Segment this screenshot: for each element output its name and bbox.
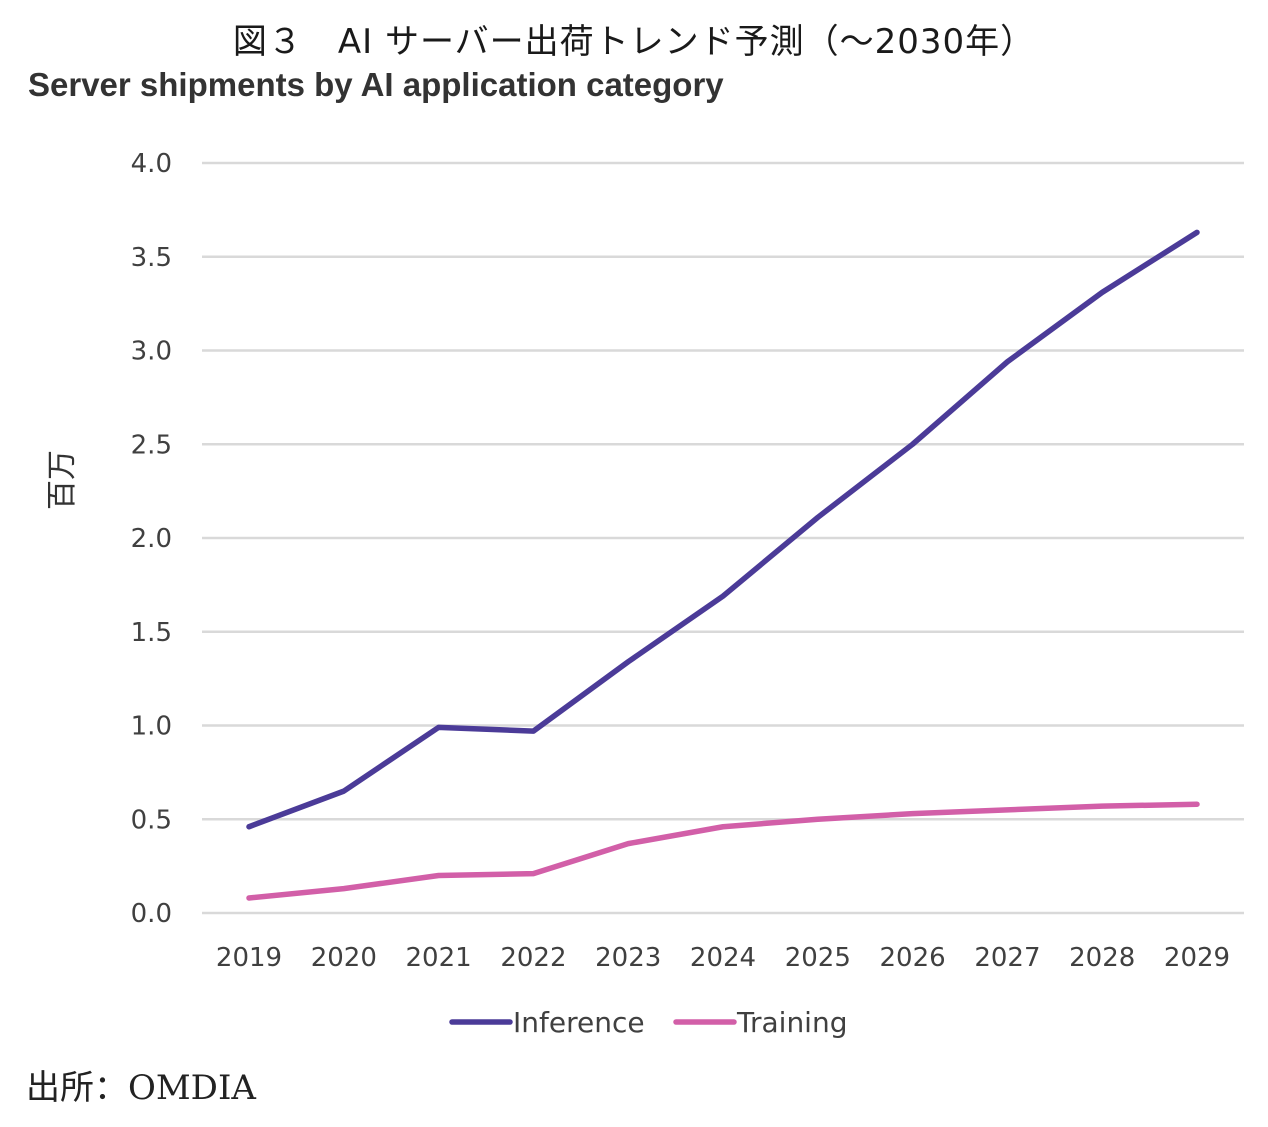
figure-title: 図３ AI サーバー出荷トレンド予測（～2030年）: [232, 22, 1036, 62]
y-axis-title: 百万: [45, 450, 80, 510]
x-tick-label: 2021: [406, 943, 472, 973]
x-tick-label: 2024: [690, 943, 756, 973]
y-tick-label: 4.0: [131, 149, 172, 179]
series-line-inference: [246, 229, 1200, 830]
y-tick-label: 1.5: [131, 618, 172, 648]
x-tick-label: 2027: [974, 943, 1040, 973]
x-tick-label: 2020: [311, 943, 377, 973]
source-note: 出所：OMDIA: [26, 1068, 256, 1108]
legend-label-inference: Inference: [513, 1006, 645, 1039]
gridlines: [202, 161, 1244, 915]
x-tick-label: 2022: [500, 943, 566, 973]
series-lines: [246, 229, 1200, 901]
chart-title: Server shipments by AI application categ…: [28, 66, 724, 103]
x-axis-tick-labels: 2019 2020 2021 2022 2023 2024 2025 2026 2027 2028…: [216, 943, 1230, 973]
y-tick-label: 3.5: [131, 243, 172, 273]
x-tick-label: 2019: [216, 943, 282, 973]
x-tick-label: 2023: [595, 943, 661, 973]
y-axis-tick-labels: 0.0 0.5 1.0 1.5 2.0 2.5 3.0 3.5 4.0: [131, 149, 172, 929]
x-tick-label: 2028: [1069, 943, 1135, 973]
line-chart: 0.0 0.5 1.0 1.5 2.0 2.5 3.0 3.5 4.0 2019 2020 2021…: [45, 149, 1244, 1039]
x-tick-label: 2029: [1164, 943, 1230, 973]
y-tick-label: 2.0: [131, 524, 172, 554]
y-tick-label: 0.0: [131, 899, 172, 929]
y-tick-label: 3.0: [131, 337, 172, 367]
series-line-training: [246, 801, 1200, 901]
legend-label-training: Training: [736, 1006, 847, 1039]
y-tick-label: 2.5: [131, 430, 172, 460]
x-tick-label: 2025: [785, 943, 851, 973]
y-tick-label: 1.0: [131, 712, 172, 742]
x-tick-label: 2026: [880, 943, 946, 973]
legend: Inference Training: [449, 1006, 847, 1039]
y-tick-label: 0.5: [131, 805, 172, 835]
